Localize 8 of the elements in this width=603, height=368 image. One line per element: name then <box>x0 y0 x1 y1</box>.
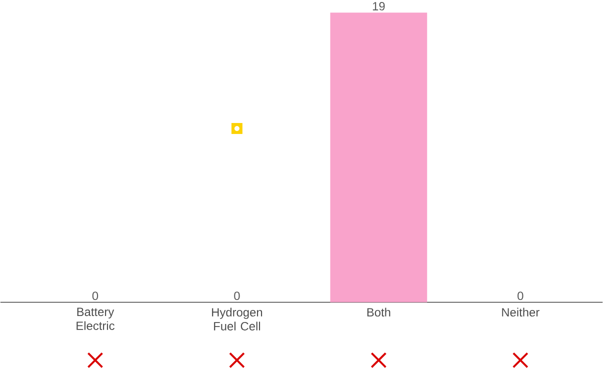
x-tick-label: Neither <box>502 308 540 316</box>
data-label: 0 <box>518 292 524 300</box>
data-label: 0 <box>92 292 98 300</box>
x-tick-label: Hydrogen Fuel Cell <box>212 308 262 330</box>
x-tick-label: Battery Electric <box>76 308 114 330</box>
x-tick-label: Both <box>367 308 390 316</box>
data-label: 0 <box>234 292 240 300</box>
data-label: 19 <box>372 2 385 10</box>
